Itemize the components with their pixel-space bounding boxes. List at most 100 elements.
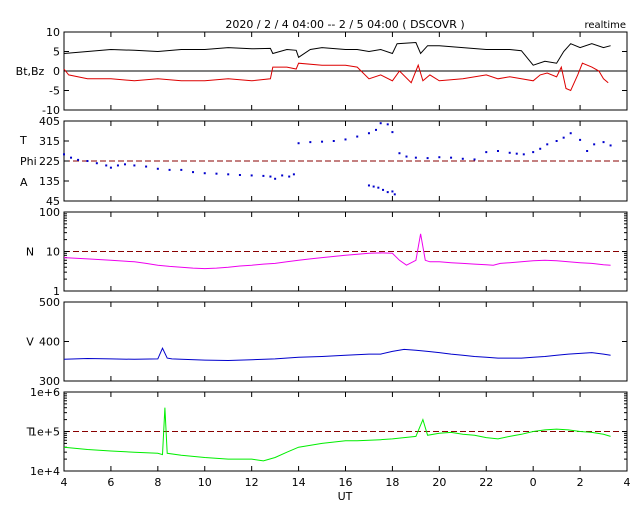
temperature-ytick-label: 1e+5: [30, 426, 60, 439]
panel-temperature: 1e+4 1e+5 1e+6 T: [26, 386, 628, 478]
phi-point: [123, 163, 126, 166]
density-ytick-label: 1: [53, 285, 60, 298]
phi-point: [372, 185, 375, 188]
phi-point: [391, 190, 394, 193]
phi-ytick-label: 45: [46, 195, 60, 208]
x-tick-label: 14: [292, 476, 306, 489]
panel-speed: 300 400 500 V: [26, 296, 628, 388]
phi-point: [386, 191, 389, 194]
phi-point: [461, 157, 464, 160]
phi-point: [269, 175, 272, 178]
magnetic-field-series-bt: [63, 41, 611, 66]
phi-point: [522, 153, 525, 156]
phi-point: [227, 173, 230, 176]
speed-ytick-label: 400: [39, 336, 60, 349]
x-tick-label: 22: [479, 476, 493, 489]
phi-point: [414, 156, 417, 159]
phi-point: [398, 152, 401, 155]
phi-point: [609, 144, 612, 147]
phi-point: [508, 151, 511, 154]
phi-point: [203, 172, 206, 175]
phi-ytick-label: 315: [39, 135, 60, 148]
x-tick-label: 8: [154, 476, 161, 489]
phi-ylabel-0: T: [19, 134, 27, 147]
x-tick-label: 6: [107, 476, 114, 489]
x-tick-label: 0: [530, 476, 537, 489]
phi-point: [555, 140, 558, 142]
density-series-n: [63, 233, 611, 270]
phi-ytick-label: 405: [39, 115, 60, 128]
density-ytick-label: 100: [39, 206, 60, 219]
phi-ylabel-2: A: [20, 176, 28, 189]
speed-ylabel: V: [26, 336, 34, 349]
phi-point: [393, 193, 396, 196]
phi-point: [133, 164, 136, 167]
phi-point: [382, 188, 385, 191]
phi-point: [109, 166, 112, 169]
panels-group: -10 -5 0 5 10 Bt,Bz 45 135 225 315 405 T Phi A 1 10 100 N…: [16, 26, 628, 478]
chart-title: 2020 / 2 / 4 04:00 -- 2 / 5 04:00 ( DSCO…: [225, 18, 464, 31]
phi-point: [168, 168, 171, 171]
phi-point: [473, 158, 476, 161]
phi-point: [579, 138, 582, 141]
phi-point: [496, 150, 499, 152]
phi-point: [288, 175, 291, 178]
phi-point: [562, 136, 565, 139]
x-tick-label: 10: [198, 476, 212, 489]
phi-ytick-label: 135: [39, 175, 60, 188]
temperature-series-t: [63, 407, 611, 462]
panel-density: 1 10 100 N: [26, 206, 628, 298]
phi-point: [450, 156, 453, 159]
phi-point: [539, 147, 542, 150]
phi-point: [586, 150, 589, 152]
phi-point: [515, 152, 518, 155]
phi-point: [367, 184, 370, 187]
magnetic-field-ytick-label: -5: [49, 85, 60, 98]
phi-point: [356, 135, 359, 138]
speed-series-v: [63, 346, 611, 362]
phi-point: [546, 143, 549, 146]
phi-point: [215, 172, 218, 175]
realtime-label: realtime: [584, 20, 626, 31]
x-axis: 4 6 8 10 12 14 16 18 20 22 0 2 4: [61, 476, 631, 489]
phi-point: [377, 186, 380, 189]
magnetic-field-ylabel: Bt,Bz: [16, 65, 45, 78]
phi-point: [569, 132, 572, 135]
speed-frame: [63, 301, 628, 382]
phi-ylabel-1: Phi: [20, 155, 37, 168]
phi-point: [405, 155, 408, 158]
magnetic-field-series-bz: [63, 62, 609, 92]
phi-point: [391, 131, 394, 134]
phi-point: [156, 167, 159, 170]
phi-point: [321, 140, 324, 143]
phi-point: [485, 151, 488, 154]
phi-point: [70, 156, 73, 159]
panel-phi: 45 135 225 315 405 T Phi A: [19, 115, 628, 208]
phi-point: [532, 151, 535, 154]
phi-point: [192, 171, 195, 174]
phi-point: [292, 173, 295, 176]
phi-point: [367, 132, 370, 135]
phi-point: [238, 174, 241, 176]
phi-point: [145, 165, 148, 168]
phi-point: [379, 122, 382, 125]
phi-point: [116, 164, 119, 167]
phi-point: [95, 162, 98, 165]
phi-point: [297, 142, 300, 145]
x-tick-label: 2: [577, 476, 584, 489]
phi-point: [309, 141, 312, 144]
x-axis-label: UT: [338, 490, 353, 503]
phi-point: [180, 168, 183, 171]
density-ytick-label: 10: [46, 246, 60, 259]
x-tick-label: 4: [61, 476, 68, 489]
phi-point: [274, 177, 277, 180]
panel-magnetic-field: -10 -5 0 5 10 Bt,Bz: [16, 26, 628, 117]
phi-point: [63, 153, 65, 156]
phi-point: [105, 164, 108, 167]
x-tick-label: 20: [432, 476, 446, 489]
phi-point: [593, 143, 596, 146]
temperature-ytick-label: 1e+6: [30, 386, 60, 399]
phi-point: [426, 157, 429, 160]
x-tick-label: 12: [245, 476, 259, 489]
